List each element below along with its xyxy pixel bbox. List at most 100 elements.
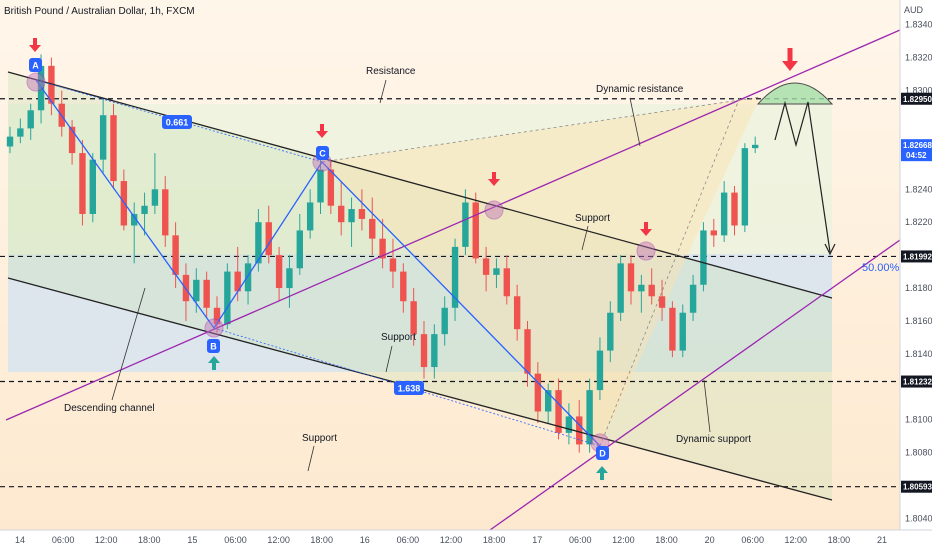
price-label-countdown: 04:52 (906, 151, 927, 160)
price-tick: 1.82200 (905, 217, 932, 227)
candle-body (710, 230, 717, 236)
candle-body (731, 192, 738, 226)
time-tick: 21 (877, 535, 887, 545)
price-label-bg (901, 480, 932, 493)
candle-body (638, 284, 645, 292)
candle (265, 205, 272, 264)
svg-text:1.638: 1.638 (398, 384, 421, 394)
red-arrow-right (640, 222, 652, 236)
candle-body (162, 189, 169, 236)
time-tick: 14 (15, 535, 25, 545)
candle-body (193, 279, 200, 302)
time-tick: 12:00 (785, 535, 808, 545)
candle (451, 238, 459, 321)
price-label-value: 1.80593 (903, 483, 932, 492)
time-tick: 16 (360, 535, 370, 545)
pointer-support-mid (385, 345, 393, 373)
dynamic-support-line (489, 239, 901, 531)
candle (89, 153, 96, 223)
price-label: 1.81232 (901, 375, 932, 388)
candle-body (265, 222, 272, 256)
candle (193, 268, 200, 313)
candle (648, 268, 655, 305)
candle (669, 301, 676, 358)
candle (482, 246, 490, 292)
price-label-bg (901, 139, 932, 162)
price-tick: 1.81400 (905, 349, 932, 359)
candle-body (389, 258, 397, 272)
candle-body (596, 350, 604, 391)
time-axis-bg (0, 530, 932, 550)
price-label-value: 1.81992 (903, 252, 932, 261)
svg-text:D: D (599, 449, 606, 459)
candle (472, 192, 479, 264)
price-tick: 1.82400 (905, 184, 932, 194)
candle (369, 197, 376, 256)
pivot-circle-a (26, 72, 46, 92)
time-tick: 18:00 (655, 535, 678, 545)
candle (151, 153, 159, 214)
price-axis-bg (900, 0, 932, 530)
pointer-resistance (379, 79, 387, 104)
candle (296, 213, 303, 275)
time-tick: 06:00 (224, 535, 247, 545)
candle-body (627, 263, 635, 292)
price-tick: 1.81000 (905, 415, 932, 425)
dynamic-resistance-cone (322, 97, 760, 446)
candle (752, 136, 759, 154)
time-tick: 12:00 (440, 535, 463, 545)
red-arrow-top (782, 48, 798, 71)
candle-body (275, 255, 283, 289)
candle (607, 301, 614, 363)
time-tick: 17 (532, 535, 542, 545)
candle (244, 255, 252, 305)
upper-fib-zone (8, 104, 832, 254)
candle-body (648, 284, 655, 297)
candle (586, 378, 593, 453)
pattern-point-a: A (29, 58, 42, 72)
candle (68, 120, 76, 165)
price-label-bg (901, 250, 932, 263)
candle (27, 103, 34, 140)
candle (545, 383, 552, 424)
candle-body (317, 169, 324, 203)
candle (576, 399, 583, 453)
candle-body (379, 238, 386, 259)
top-arc (756, 82, 834, 105)
candle (503, 255, 510, 305)
candle-body (286, 268, 293, 289)
candle (306, 189, 314, 239)
price-label: 1.80593 (901, 480, 932, 493)
price-label-value: 1.82668 (903, 141, 932, 150)
candle-body (6, 136, 14, 147)
candle (203, 271, 210, 318)
red-arrow-mid (488, 172, 500, 186)
annotation-support-upper: Support (575, 213, 610, 224)
time-tick: 12:00 (612, 535, 635, 545)
candle (213, 296, 221, 333)
candle-body (534, 373, 542, 412)
candle-body (431, 334, 438, 368)
channel-upper-line (7, 71, 833, 299)
candle-body (224, 271, 231, 325)
candle (524, 320, 531, 387)
pattern-point-c: C (316, 146, 329, 160)
annotation-dynamic-resistance: Dynamic resistance (596, 84, 684, 95)
candle-body (493, 268, 500, 275)
time-tick: 06:00 (397, 535, 420, 545)
candle (720, 181, 728, 242)
annotation-descending-channel: Descending channel (64, 403, 155, 414)
candle (534, 362, 542, 424)
candle-body (358, 209, 366, 219)
candle-body (203, 279, 210, 308)
price-tick: 1.83000 (905, 86, 932, 96)
annotation-resistance: Resistance (366, 66, 416, 77)
candle (410, 288, 417, 346)
candle-body (110, 115, 117, 182)
candle-body (617, 263, 624, 313)
time-tick: 12:00 (95, 535, 118, 545)
candle-body (400, 271, 407, 302)
chart-title: British Pound / Australian Dollar, 1h, F… (4, 6, 195, 17)
candle-body (689, 284, 697, 313)
